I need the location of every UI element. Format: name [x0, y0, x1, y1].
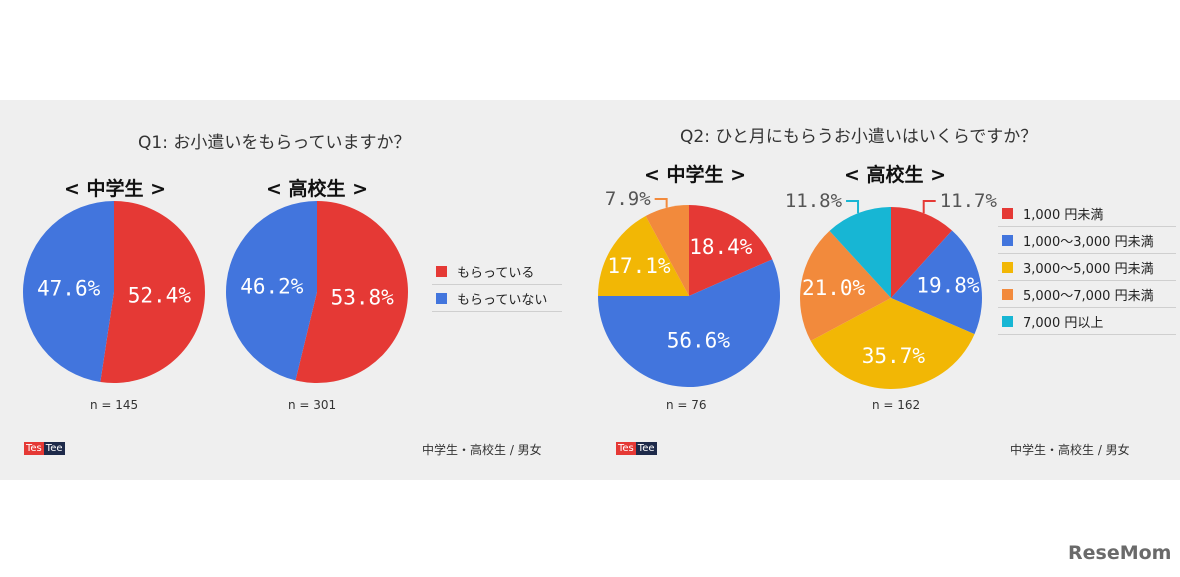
q2-title: Q2: ひと月にもらうお小遣いはいくらですか？ [680, 127, 1038, 147]
pie-data-label: 21.0% [802, 276, 866, 300]
pie-leader-line [922, 200, 936, 214]
q1-title: Q1: お小遣いをもらっていますか？ [138, 133, 411, 153]
pie-q1-senior: 53.8% 46.2% [225, 201, 408, 383]
pie-slice [295, 201, 408, 383]
pie-data-label: 17.1% [607, 254, 671, 278]
pie-data-label: 56.6% [667, 329, 731, 353]
pie-slice [891, 230, 982, 335]
pie-data-label: 47.6% [37, 277, 101, 301]
pie-slice [829, 207, 891, 298]
legend-label: 1,000〜3,000 円未満 [1023, 234, 1154, 250]
pie-data-label: 46.2% [240, 275, 304, 299]
pie-data-label: 7.9% [605, 188, 651, 210]
pie-data-label: 11.7% [940, 190, 998, 212]
legend-item-q1-0: もらっている [432, 258, 562, 285]
legend-item-q2-2: 3,000〜5,000 円未満 [998, 254, 1176, 281]
pie-q1-junior: 52.4% 47.6% [23, 200, 206, 383]
legend-swatch [436, 265, 447, 277]
legend-swatch [1002, 207, 1013, 219]
q1-group-label-junior: < 中学生 > [64, 178, 167, 200]
legend-label: 5,000〜7,000 円未満 [1023, 288, 1154, 304]
n-count-q2-junior: n = 76 [666, 398, 707, 412]
pie-data-label: 19.8% [916, 274, 980, 298]
pie-slice [598, 259, 780, 388]
legend-swatch [1002, 315, 1013, 327]
pie-slice [891, 207, 953, 298]
legend-swatch [1002, 234, 1013, 246]
pie-q2-senior: 11.7% 19.8% 35.7% 21.0% 11.8% [785, 190, 998, 390]
legend-item-q2-0: 1,000 円未満 [998, 200, 1176, 227]
pie-data-label: 35.7% [862, 344, 926, 368]
pie-data-label: 52.4% [128, 283, 192, 307]
legend-label: 1,000 円未満 [1023, 207, 1104, 223]
legend-swatch [436, 292, 447, 304]
q2-legend: 1,000 円未満 1,000〜3,000 円未満 3,000〜5,000 円未… [998, 200, 1176, 335]
pie-slice [810, 298, 975, 390]
q1-legend: もらっている もらっていない [432, 258, 562, 312]
legend-swatch [1002, 288, 1013, 300]
pie-q2-junior: 18.4% 56.6% 17.1% 7.9% [598, 188, 780, 388]
n-count-q1-junior: n = 145 [90, 398, 139, 412]
testee-logo: Tes Tee [24, 442, 65, 455]
pie-slice [225, 201, 317, 381]
legend-label: もらっていない [457, 292, 548, 308]
pie-data-label: 11.8% [785, 190, 843, 212]
n-count-q1-senior: n = 301 [288, 398, 337, 412]
legend-item-q2-3: 5,000〜7,000 円未満 [998, 281, 1176, 308]
pie-slice [23, 201, 114, 382]
n-count-q2-senior: n = 162 [872, 398, 921, 412]
q2-group-label-senior: < 高校生 > [844, 164, 947, 186]
legend-item-q2-4: 7,000 円以上 [998, 308, 1176, 335]
pie-data-label: 18.4% [689, 235, 753, 259]
pie-data-label: 53.8% [331, 285, 395, 309]
q2-group-label-junior: < 中学生 > [644, 164, 747, 186]
legend-label: 7,000 円以上 [1023, 315, 1104, 331]
legend-label: もらっている [457, 265, 535, 281]
legend-item-q1-1: もらっていない [432, 285, 562, 312]
q1-group-label-senior: < 高校生 > [266, 178, 369, 200]
pie-slice [799, 230, 891, 341]
resemom-logo: ReseMom [1068, 542, 1172, 564]
testee-logo: Tes Tee [616, 442, 657, 455]
legend-label: 3,000〜5,000 円未満 [1023, 261, 1154, 277]
q1-source-note: 中学生・高校生 / 男女 [422, 443, 542, 457]
legend-swatch [1002, 261, 1013, 273]
pie-slice [689, 205, 773, 296]
pie-slice [100, 200, 206, 383]
pie-slice [645, 205, 689, 296]
legend-item-q2-1: 1,000〜3,000 円未満 [998, 227, 1176, 254]
pie-leader-line [654, 198, 668, 208]
pie-leader-line [846, 200, 860, 214]
q2-source-note: 中学生・高校生 / 男女 [1010, 443, 1130, 457]
pie-slice [598, 215, 689, 296]
